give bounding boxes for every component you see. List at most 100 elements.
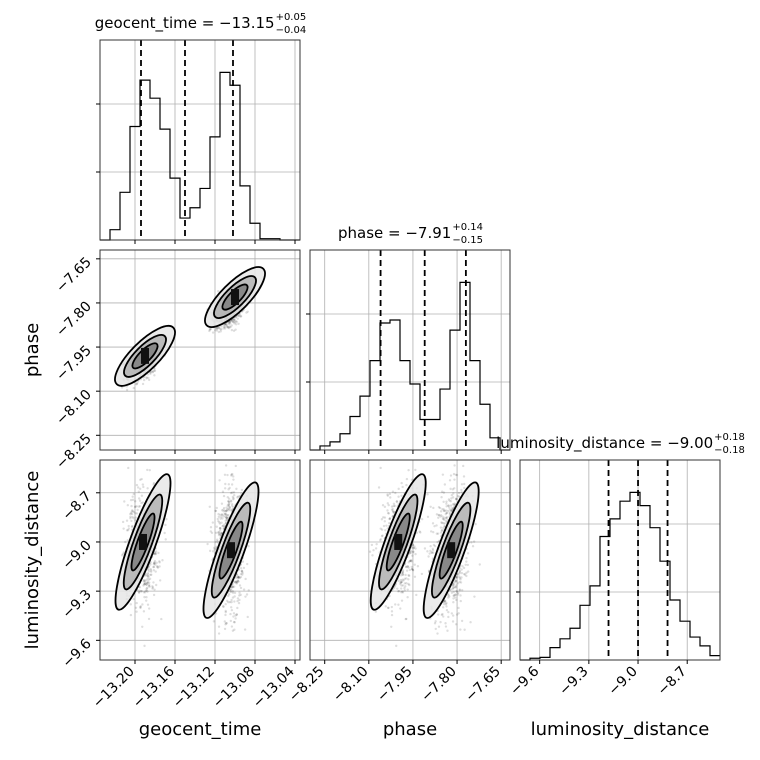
sample-point: [229, 499, 233, 502]
sample-point: [452, 601, 455, 604]
sample-point: [403, 577, 407, 581]
sample-point: [454, 473, 458, 476]
sample-point: [223, 620, 226, 623]
grid-lines: [100, 250, 300, 450]
sample-point: [442, 516, 446, 519]
histogram-geocent-time: [100, 71, 300, 241]
sample-point: [135, 382, 138, 386]
sample-point: [230, 598, 233, 602]
sample-point: [138, 586, 142, 589]
sample-point: [443, 599, 447, 603]
sample-point: [212, 546, 216, 550]
sample-point: [388, 521, 391, 525]
sample-point: [227, 322, 231, 326]
sample-point: [455, 473, 459, 477]
sample-point: [235, 487, 238, 491]
x-tick-label: −13.04: [250, 663, 298, 711]
sample-point: [452, 503, 456, 506]
sample-point: [146, 580, 149, 583]
sample-point: [385, 524, 388, 527]
sample-point: [235, 581, 239, 584]
sample-point: [230, 500, 233, 503]
sample-point: [232, 319, 236, 322]
sample-point: [232, 475, 235, 478]
sample-point: [442, 509, 446, 513]
sample-point: [220, 328, 223, 331]
sample-point: [429, 530, 433, 533]
sample-point: [231, 590, 235, 593]
sample-point: [137, 490, 141, 493]
sample-point: [226, 508, 229, 511]
sample-point: [457, 606, 460, 610]
sample-point: [411, 543, 415, 547]
sample-point: [156, 565, 159, 568]
sample-point: [459, 581, 463, 584]
sample-point: [240, 488, 244, 492]
sample-point: [222, 494, 226, 498]
sample-point: [234, 614, 237, 617]
x-tick-label: −7.95: [374, 664, 416, 706]
sample-point: [413, 545, 416, 548]
sample-point: [456, 573, 460, 576]
sample-point: [403, 582, 407, 585]
sample-point: [152, 481, 156, 485]
sample-point: [227, 326, 230, 329]
sample-point: [391, 507, 394, 511]
sample-point: [219, 513, 222, 517]
sample-point: [408, 583, 411, 587]
sample-point: [405, 565, 408, 569]
sample-point: [131, 498, 135, 502]
sample-point: [427, 569, 431, 573]
sample-point: [456, 576, 459, 579]
sample-point: [230, 483, 234, 486]
sample-point: [458, 580, 461, 584]
sample-point: [460, 568, 463, 571]
sample-point: [212, 620, 216, 623]
sample-point: [217, 289, 220, 293]
sample-point: [227, 509, 231, 512]
sample-point: [222, 506, 226, 510]
x-tick-label: −9.3: [556, 664, 591, 699]
sample-point: [144, 599, 148, 602]
sample-point: [138, 487, 142, 491]
sample-point: [384, 529, 387, 532]
sample-point: [463, 486, 466, 490]
sample-point: [129, 498, 133, 502]
sample-point: [403, 587, 406, 590]
sample-point: [383, 505, 387, 509]
sample-point: [140, 494, 144, 497]
sample-point: [138, 505, 142, 508]
sample-point: [215, 525, 218, 528]
sample-point: [450, 509, 453, 512]
sample-point: [410, 567, 414, 571]
sample-point: [148, 585, 151, 588]
sample-point: [400, 591, 403, 594]
sample-point: [232, 329, 236, 332]
sample-point: [227, 601, 230, 604]
panel-frame: [309, 249, 511, 451]
sample-point: [215, 327, 219, 330]
sample-point: [386, 511, 390, 515]
sample-point: [225, 517, 228, 521]
sample-point: [396, 587, 399, 590]
density-peak: [394, 533, 403, 550]
sample-point: [216, 327, 219, 330]
sample-point: [400, 481, 403, 485]
sample-point: [382, 516, 385, 519]
sample-point: [125, 529, 129, 532]
sample-point: [389, 496, 392, 499]
sample-point: [232, 585, 236, 588]
sample-point: [208, 549, 212, 553]
sample-point: [141, 603, 144, 606]
sample-point: [149, 573, 152, 577]
sample-point: [236, 575, 239, 578]
sample-point: [218, 522, 222, 525]
sample-point: [437, 613, 440, 616]
sample-point: [455, 590, 459, 593]
sample-point: [237, 322, 240, 325]
sample-point: [458, 572, 461, 575]
sample-point: [155, 561, 158, 565]
sample-point: [381, 534, 384, 537]
sample-point: [246, 310, 249, 313]
sample-point: [440, 490, 444, 493]
